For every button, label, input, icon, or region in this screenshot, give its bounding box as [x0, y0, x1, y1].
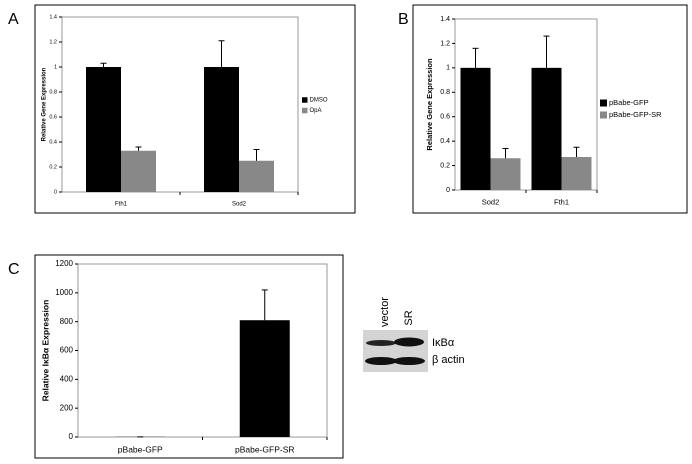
y-tick-label: 1.4: [440, 16, 450, 23]
y-tick-label: 0.8: [440, 89, 450, 96]
y-tick-label: 800: [60, 317, 74, 326]
y-tick-label: 0.6: [49, 114, 57, 120]
chart: A 0 0.2 0.4 0.6 0.8 1 1.2 1.4 Relative Gene Expre…: [8, 4, 356, 214]
lane-label: vector: [379, 297, 391, 327]
y-axis-label: Relative Gene Expression: [42, 67, 48, 141]
y-tick-label: 1000: [55, 288, 73, 297]
legend-label: pBabe-GFP: [609, 98, 649, 107]
y-tick-label: 400: [60, 374, 74, 383]
y-tick-label: 0.2: [440, 162, 450, 169]
x-tick-label: pBabe-GFP: [118, 444, 163, 454]
chart-frame: [34, 254, 344, 459]
x-tick-label: Fth1: [115, 201, 128, 207]
y-tick-label: 1.2: [49, 39, 57, 45]
legend-label: DMSO: [310, 98, 328, 104]
panel-label: B: [398, 11, 409, 28]
y-tick-label: 0: [446, 187, 450, 194]
y-tick-label: 1.2: [440, 40, 450, 47]
bar: [460, 67, 491, 190]
y-tick-label: 1: [54, 64, 57, 70]
western-blot: vector SR IκBα β actin: [363, 297, 465, 372]
y-tick-label: 0.8: [49, 89, 57, 95]
legend-swatch: [600, 99, 607, 107]
panel-label: C: [8, 261, 20, 278]
y-tick-label: 200: [60, 403, 74, 412]
band-label: IκBα: [432, 337, 455, 349]
y-tick-label: 1.4: [49, 14, 57, 20]
y-tick-label: 0.4: [49, 139, 57, 145]
x-tick-label: Fth1: [554, 197, 569, 206]
x-tick-label: Sod2: [232, 201, 247, 207]
y-tick-label: 1200: [55, 259, 73, 268]
legend-label: OpA: [310, 108, 322, 114]
y-tick-label: 0.2: [49, 164, 57, 170]
error-bar: [253, 149, 260, 161]
band-label: β actin: [432, 354, 465, 366]
blot-band: [366, 340, 396, 346]
blot-membrane: [363, 330, 428, 372]
bar: [531, 67, 562, 190]
error-bar: [218, 40, 225, 67]
bar: [561, 157, 592, 190]
error-bar: [261, 289, 268, 321]
bar: [490, 158, 521, 190]
bar: [239, 320, 290, 437]
y-tick-label: 0: [54, 189, 57, 195]
x-tick-label: Sod2: [482, 197, 500, 206]
y-axis-label: Relative Gene Expression: [425, 58, 434, 151]
bar: [86, 67, 121, 192]
chart-frame: [412, 4, 688, 214]
blot-band: [394, 337, 424, 347]
legend-swatch: [302, 107, 308, 114]
error-bar: [502, 147, 509, 159]
lane-label: SR: [403, 310, 415, 325]
error-bar: [543, 35, 550, 68]
error-bar: [573, 146, 580, 158]
y-tick-label: 600: [60, 346, 74, 355]
blot-band: [393, 357, 425, 365]
error-bar: [472, 47, 479, 68]
y-tick-label: 0.6: [440, 114, 450, 121]
y-axis-label: Relative IκBα Expression: [40, 300, 50, 402]
chart: C 0 200 400 600 800 1000 1200 Relative IκBα Expr…: [8, 254, 344, 459]
bar: [121, 150, 156, 192]
blot-band: [365, 357, 397, 365]
y-tick-label: 0.4: [440, 138, 450, 145]
panel-label: A: [8, 11, 19, 28]
error-bar: [100, 62, 107, 67]
chart: B 0 0.2 0.4 0.6 0.8 1 1.2 1.4 Relative Gene Expre…: [398, 4, 688, 214]
bar: [239, 160, 274, 192]
x-tick-label: pBabe-GFP-SR: [235, 444, 295, 454]
legend-swatch: [600, 111, 607, 119]
legend-swatch: [302, 97, 308, 103]
y-tick-label: 0: [69, 432, 74, 441]
y-tick-label: 1: [446, 65, 450, 72]
legend-label: pBabe-GFP-SR: [609, 110, 662, 119]
bar: [204, 67, 239, 192]
error-bar: [135, 146, 142, 151]
chart-frame: [34, 4, 356, 214]
